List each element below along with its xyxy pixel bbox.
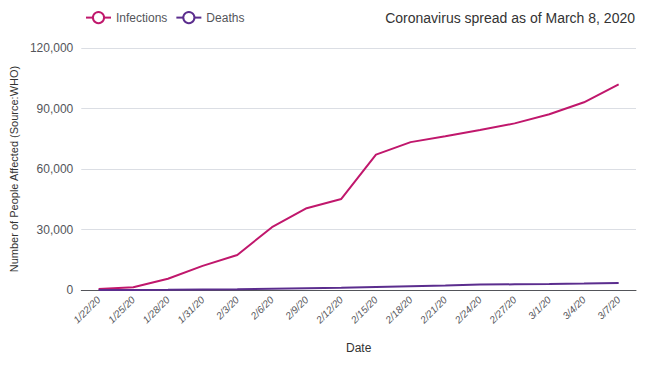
svg-text:Infections: Infections bbox=[116, 11, 167, 25]
svg-text:Number of People Affected (Sou: Number of People Affected (Source:WHO) bbox=[8, 66, 20, 272]
svg-text:60,000: 60,000 bbox=[37, 162, 74, 176]
svg-text:Coronavirus spread as of March: Coronavirus spread as of March 8, 2020 bbox=[385, 10, 635, 26]
svg-text:Date: Date bbox=[346, 341, 372, 355]
svg-text:2/18/20: 2/18/20 bbox=[382, 294, 414, 326]
svg-text:3/1/20: 3/1/20 bbox=[526, 294, 554, 322]
svg-text:2/9/20: 2/9/20 bbox=[282, 294, 310, 322]
svg-text:2/3/20: 2/3/20 bbox=[213, 294, 241, 322]
svg-text:1/22/20: 1/22/20 bbox=[71, 294, 103, 326]
svg-text:Deaths: Deaths bbox=[206, 11, 244, 25]
svg-text:2/27/20: 2/27/20 bbox=[487, 294, 519, 326]
svg-text:0: 0 bbox=[67, 283, 74, 297]
svg-text:90,000: 90,000 bbox=[37, 102, 74, 116]
svg-text:2/12/20: 2/12/20 bbox=[313, 294, 345, 326]
svg-text:1/28/20: 1/28/20 bbox=[141, 294, 173, 326]
svg-text:2/15/20: 2/15/20 bbox=[348, 294, 380, 326]
svg-text:3/4/20: 3/4/20 bbox=[560, 294, 588, 322]
svg-text:30,000: 30,000 bbox=[37, 223, 74, 237]
svg-text:2/6/20: 2/6/20 bbox=[248, 294, 276, 322]
svg-text:1/25/20: 1/25/20 bbox=[106, 294, 138, 326]
svg-text:2/21/20: 2/21/20 bbox=[417, 294, 449, 326]
svg-text:2/24/20: 2/24/20 bbox=[452, 294, 484, 326]
svg-text:3/7/20: 3/7/20 bbox=[595, 294, 623, 322]
svg-text:120,000: 120,000 bbox=[30, 41, 74, 55]
svg-text:1/31/20: 1/31/20 bbox=[175, 294, 207, 326]
